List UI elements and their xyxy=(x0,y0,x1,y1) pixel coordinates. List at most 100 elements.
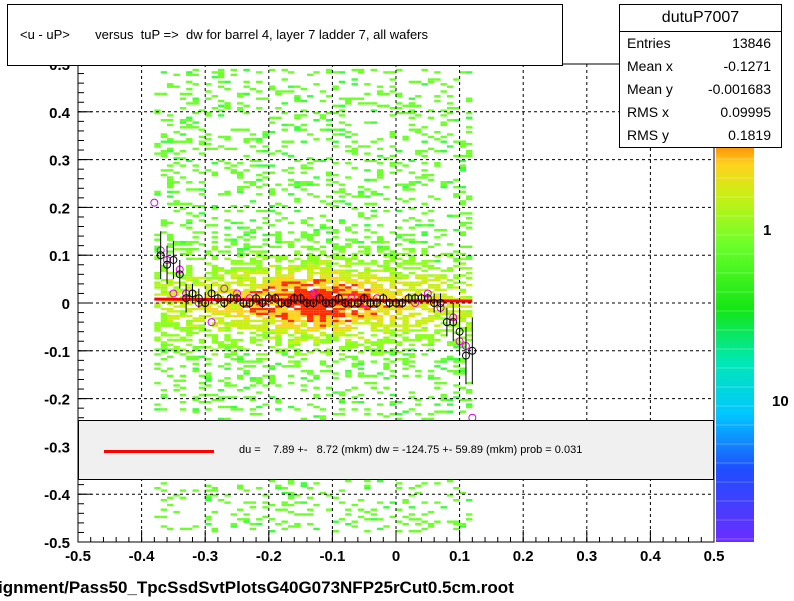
density-cell xyxy=(332,324,339,327)
density-cell xyxy=(453,391,460,394)
density-cell xyxy=(434,324,441,327)
density-cell xyxy=(440,358,447,361)
density-cell xyxy=(427,374,435,378)
density-cell xyxy=(338,291,346,294)
density-cell xyxy=(217,68,225,72)
density-cell xyxy=(173,181,180,184)
density-cell xyxy=(160,231,168,234)
density-cell xyxy=(427,274,435,277)
density-cell xyxy=(351,97,358,100)
density-cell xyxy=(167,307,174,311)
black-point xyxy=(449,318,458,327)
density-cell xyxy=(243,181,250,184)
x-tick-label: -0.5 xyxy=(65,548,91,565)
density-cell xyxy=(217,283,225,287)
density-cell xyxy=(186,334,193,337)
density-cell xyxy=(351,305,358,308)
density-cell xyxy=(230,262,237,265)
density-cell xyxy=(389,314,396,318)
density-cell xyxy=(300,358,307,361)
density-cell xyxy=(326,365,333,368)
density-cell xyxy=(275,271,282,275)
density-cell xyxy=(160,219,168,222)
density-cell xyxy=(192,398,199,401)
density-cell xyxy=(408,104,416,107)
density-cell xyxy=(415,288,422,292)
density-cell xyxy=(275,334,282,337)
density-cell xyxy=(421,162,428,165)
density-cell xyxy=(237,367,244,370)
density-cell xyxy=(459,145,466,148)
density-cell xyxy=(173,300,180,303)
density-cell xyxy=(408,338,416,342)
density-cell xyxy=(167,527,174,531)
density-cell xyxy=(351,503,358,507)
density-cell xyxy=(326,386,333,389)
density-cell xyxy=(224,324,231,327)
density-cell xyxy=(167,119,174,122)
density-cell xyxy=(256,293,263,296)
density-cell xyxy=(345,274,352,277)
density-cell xyxy=(160,322,168,325)
density-cell xyxy=(205,252,212,256)
density-cell xyxy=(338,200,346,203)
density-cell xyxy=(440,398,447,401)
density-cell xyxy=(357,331,365,335)
density-cell xyxy=(370,334,377,337)
density-cell xyxy=(294,513,301,516)
density-cell xyxy=(307,233,314,237)
density-cell xyxy=(287,166,295,170)
density-cell xyxy=(383,377,390,380)
density-cell xyxy=(421,212,428,215)
density-cell xyxy=(294,250,301,253)
density-cell xyxy=(237,389,244,392)
density-cell xyxy=(453,305,460,308)
density-cell xyxy=(345,150,352,153)
density-cell xyxy=(357,374,365,378)
density-cell xyxy=(364,288,371,292)
black-point xyxy=(290,294,299,303)
density-cell xyxy=(186,221,193,225)
density-cell xyxy=(415,484,422,487)
density-cell xyxy=(466,326,473,330)
density-cell xyxy=(453,185,460,189)
density-cell xyxy=(230,281,237,284)
density-cell xyxy=(357,350,365,354)
density-cell xyxy=(396,271,403,275)
x-tick-label: -0.4 xyxy=(129,548,156,565)
density-cell xyxy=(453,78,460,81)
density-cell xyxy=(307,379,314,382)
density-cell xyxy=(268,336,276,339)
density-cell xyxy=(256,326,263,330)
density-cell xyxy=(160,369,168,373)
density-cell xyxy=(338,121,346,124)
density-cell xyxy=(332,133,339,136)
density-cell xyxy=(167,202,174,205)
density-cell xyxy=(281,152,288,155)
density-cell xyxy=(249,245,257,248)
density-cell xyxy=(402,362,409,366)
density-cell xyxy=(459,360,466,363)
density-cell xyxy=(434,317,441,320)
black-point xyxy=(430,299,439,307)
black-point xyxy=(385,299,394,307)
density-cell xyxy=(332,173,339,177)
density-cell xyxy=(396,487,403,490)
density-cell xyxy=(300,183,307,186)
density-cell xyxy=(294,331,301,335)
density-cell xyxy=(249,271,257,275)
density-cell xyxy=(421,520,428,523)
density-cell xyxy=(326,310,333,313)
density-cell xyxy=(211,317,218,320)
density-cell xyxy=(434,150,441,153)
density-cell xyxy=(256,334,263,337)
density-cell xyxy=(313,176,320,179)
density-cell xyxy=(446,410,454,413)
density-cell xyxy=(446,102,454,105)
density-cell xyxy=(217,405,225,409)
density-cell xyxy=(262,267,269,270)
density-cell xyxy=(351,224,358,227)
density-cell xyxy=(396,107,403,110)
density-cell xyxy=(313,262,320,265)
density-cell xyxy=(459,267,466,270)
